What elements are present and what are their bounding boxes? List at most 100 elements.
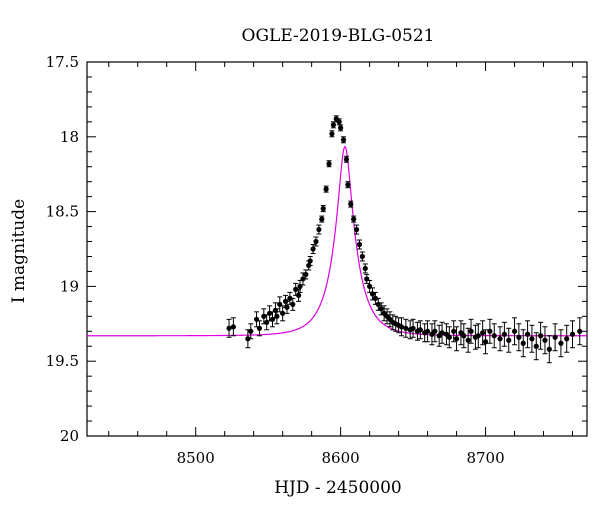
data-marker	[248, 328, 254, 334]
data-point	[410, 318, 416, 338]
data-point	[398, 317, 405, 337]
data-point	[290, 297, 296, 311]
model-curve	[87, 145, 587, 337]
y-tick-label: 20	[60, 427, 79, 445]
data-point	[552, 323, 558, 352]
data-marker	[287, 295, 293, 301]
data-marker	[569, 331, 576, 337]
data-marker	[432, 328, 438, 334]
data-marker	[524, 331, 531, 337]
data-marker	[398, 324, 405, 330]
data-marker	[564, 336, 570, 342]
data-marker	[480, 330, 486, 336]
data-marker	[313, 238, 319, 245]
data-point	[491, 323, 497, 349]
data-marker	[546, 346, 552, 352]
data-point	[577, 317, 583, 346]
data-point	[340, 136, 347, 144]
data-marker	[343, 156, 350, 162]
data-marker	[330, 122, 336, 128]
data-point	[529, 324, 535, 353]
data-marker	[256, 325, 263, 331]
data-point	[310, 244, 316, 254]
data-marker	[359, 253, 365, 260]
data-point	[230, 317, 236, 337]
data-point	[359, 251, 365, 262]
y-tick-label: 18	[60, 128, 79, 146]
data-marker	[351, 216, 357, 222]
data-point	[558, 329, 564, 358]
data-marker	[230, 324, 236, 330]
data-marker	[280, 310, 286, 316]
data-point	[482, 329, 489, 355]
data-marker	[340, 137, 347, 143]
data-marker	[468, 328, 474, 334]
data-point	[497, 326, 503, 352]
model-curve-layer	[87, 145, 587, 337]
data-point	[453, 326, 460, 352]
data-point	[362, 263, 368, 274]
data-point	[524, 320, 531, 349]
data-marker	[451, 328, 457, 334]
data-point	[316, 224, 322, 235]
data-point	[520, 329, 526, 358]
y-tick-label: 19.5	[46, 352, 79, 370]
data-point	[326, 160, 332, 168]
data-point	[226, 318, 232, 338]
data-point	[248, 323, 254, 340]
data-marker	[487, 328, 493, 334]
x-axis-label: HJD - 2450000	[274, 478, 402, 498]
data-marker	[475, 333, 481, 339]
data-point	[542, 326, 548, 355]
data-point	[336, 118, 342, 126]
data-marker	[353, 226, 360, 233]
data-marker	[316, 226, 322, 233]
data-point	[277, 296, 283, 313]
data-marker	[356, 241, 363, 248]
data-marker	[336, 119, 342, 125]
data-point	[407, 320, 413, 340]
data-point	[475, 323, 481, 349]
data-marker	[482, 339, 489, 345]
data-marker	[319, 216, 325, 222]
data-marker	[552, 334, 558, 340]
chart-title: OGLE-2019-BLG-0521	[242, 26, 435, 46]
data-marker	[307, 258, 313, 264]
data-point	[303, 269, 309, 280]
data-marker	[410, 325, 416, 331]
data-point	[319, 215, 325, 223]
y-tick-label: 18.5	[46, 203, 79, 221]
tick-labels-layer: 8500 8600 8700 17.5 18 18.5 19 19.5 20	[46, 53, 505, 467]
data-point	[356, 239, 363, 250]
x-tick-label: 8700	[466, 449, 504, 467]
data-point	[351, 215, 357, 223]
y-tick-label: 17.5	[46, 53, 79, 71]
data-marker	[293, 286, 299, 292]
data-marker	[520, 340, 526, 346]
data-marker	[453, 336, 460, 342]
data-marker	[348, 201, 354, 207]
data-marker	[338, 125, 344, 131]
data-point	[417, 320, 423, 340]
data-marker	[372, 295, 379, 301]
data-marker	[284, 304, 290, 310]
data-point	[451, 320, 457, 343]
data-marker	[295, 292, 302, 298]
y-axis-label: I magnitude	[9, 199, 29, 303]
data-marker	[226, 325, 232, 331]
data-point	[516, 323, 522, 352]
data-marker	[538, 333, 544, 339]
data-point	[284, 300, 290, 314]
data-point	[372, 291, 379, 305]
data-marker	[511, 328, 518, 334]
data-marker	[323, 186, 329, 192]
data-point	[480, 320, 486, 346]
data-point	[458, 320, 464, 346]
data-point	[323, 185, 329, 193]
data-marker	[320, 206, 326, 212]
data-point	[432, 320, 438, 343]
data-marker	[290, 301, 296, 307]
y-tick-label: 19	[60, 277, 79, 295]
